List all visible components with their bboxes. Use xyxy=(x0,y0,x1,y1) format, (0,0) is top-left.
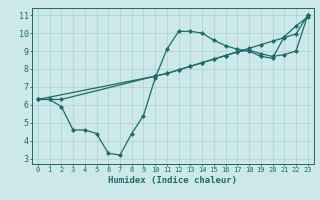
X-axis label: Humidex (Indice chaleur): Humidex (Indice chaleur) xyxy=(108,176,237,185)
